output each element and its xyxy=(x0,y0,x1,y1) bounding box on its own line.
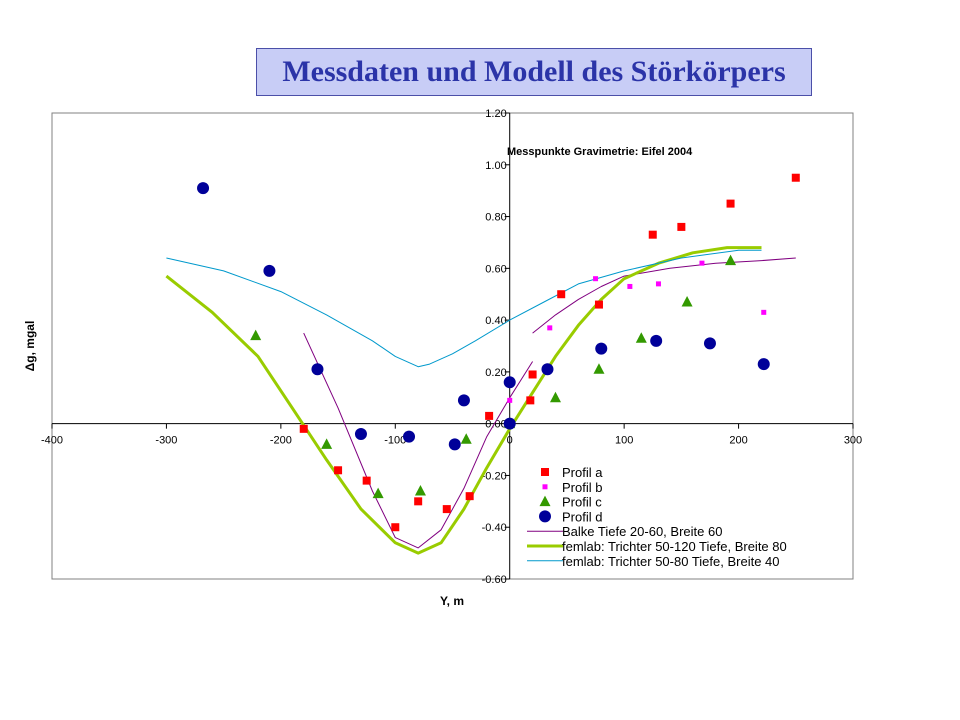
y-tick-label: 0.00 xyxy=(485,419,506,431)
y-tick-label: 0.80 xyxy=(485,212,506,224)
legend-label: Profil c xyxy=(562,495,602,510)
y-axis-label: Δg, mgal xyxy=(23,321,37,372)
data-point-triangle xyxy=(372,487,384,499)
data-point-triangle xyxy=(321,438,333,449)
plot-area xyxy=(51,112,854,580)
legend-label: Balke Tiefe 20-60, Breite 60 xyxy=(562,524,722,539)
data-point-square xyxy=(528,370,537,379)
legend-label: Profil d xyxy=(562,509,602,524)
data-point-square xyxy=(791,173,800,182)
x-tick-label: 0 xyxy=(507,435,513,447)
series-line-4 xyxy=(303,332,534,549)
legend-marker-square xyxy=(541,468,549,476)
data-point-square xyxy=(414,497,423,506)
data-point-square xyxy=(334,466,343,475)
data-point-square xyxy=(726,199,735,208)
data-point-small-square xyxy=(761,309,767,315)
data-point-circle xyxy=(311,363,324,376)
x-tick-label: -400 xyxy=(41,435,63,447)
legend-marker-circle xyxy=(539,510,551,523)
data-point-square xyxy=(526,396,535,405)
y-tick-label: 0.20 xyxy=(485,367,506,379)
data-point-square xyxy=(465,492,474,501)
data-point-square xyxy=(648,230,657,239)
legend-label: Profil a xyxy=(562,465,603,480)
legend-label: femlab: Trichter 50-120 Tiefe, Breite 80 xyxy=(562,539,787,554)
y-tick-label: 0.60 xyxy=(485,263,506,275)
data-point-circle xyxy=(503,376,516,389)
data-point-small-square xyxy=(655,281,661,287)
data-point-small-square xyxy=(547,325,553,331)
y-tick-label: -0.60 xyxy=(482,574,507,586)
chart-title: Messdaten und Modell des Störkörpers xyxy=(282,55,786,88)
data-point-circle xyxy=(595,342,608,355)
y-tick-label: 1.20 xyxy=(485,108,506,120)
legend-label: Profil b xyxy=(562,480,602,495)
x-tick-label: -200 xyxy=(270,435,292,447)
data-point-circle xyxy=(541,363,554,376)
series-line-5 xyxy=(532,257,796,334)
y-tick-label: 0.40 xyxy=(485,315,506,327)
data-point-square xyxy=(442,505,451,514)
x-axis-label: Y, m xyxy=(440,594,464,608)
data-point-square xyxy=(362,476,371,485)
x-tick-label: 100 xyxy=(615,435,633,447)
chart-title-box: Messdaten und Modell des Störkörpers xyxy=(256,48,812,96)
x-tick-label: 200 xyxy=(729,435,747,447)
data-point-square xyxy=(594,300,603,309)
data-point-square xyxy=(677,222,686,231)
data-point-circle xyxy=(457,394,470,407)
data-point-square xyxy=(299,424,308,433)
data-point-triangle xyxy=(635,332,647,343)
data-point-circle xyxy=(757,358,770,371)
data-point-circle xyxy=(263,264,276,277)
x-tick-label: 300 xyxy=(844,435,862,447)
data-point-small-square xyxy=(699,260,705,266)
legend-marker-small-square xyxy=(542,484,548,490)
data-point-small-square xyxy=(507,397,513,403)
data-point-triangle xyxy=(250,329,262,341)
data-point-small-square xyxy=(627,283,633,289)
legend-label: femlab: Trichter 50-80 Tiefe, Breite 40 xyxy=(562,554,780,569)
data-point-circle xyxy=(503,417,516,430)
data-point-square xyxy=(557,290,566,299)
data-point-circle xyxy=(197,182,210,195)
series-line-7 xyxy=(166,249,762,368)
data-point-triangle xyxy=(414,484,426,496)
legend-marker-triangle xyxy=(539,495,551,507)
data-point-circle xyxy=(403,430,416,443)
x-tick-label: -100 xyxy=(384,435,406,447)
data-point-triangle xyxy=(593,363,605,374)
data-point-circle xyxy=(703,337,716,350)
data-point-triangle xyxy=(725,254,737,266)
data-point-triangle xyxy=(681,295,693,307)
data-point-square xyxy=(485,411,494,420)
data-point-square xyxy=(391,523,400,532)
x-tick-label: -300 xyxy=(155,435,177,447)
data-point-triangle xyxy=(460,433,472,444)
chart-annotation: Messpunkte Gravimetrie: Eifel 2004 xyxy=(507,146,693,158)
y-tick-label: -0.40 xyxy=(482,522,507,534)
data-point-triangle xyxy=(549,391,561,403)
data-point-circle xyxy=(354,428,367,441)
data-point-circle xyxy=(650,334,663,347)
y-tick-label: -0.20 xyxy=(482,470,507,482)
data-point-circle xyxy=(448,438,461,451)
data-point-small-square xyxy=(593,276,599,282)
y-tick-label: 1.00 xyxy=(485,160,506,172)
